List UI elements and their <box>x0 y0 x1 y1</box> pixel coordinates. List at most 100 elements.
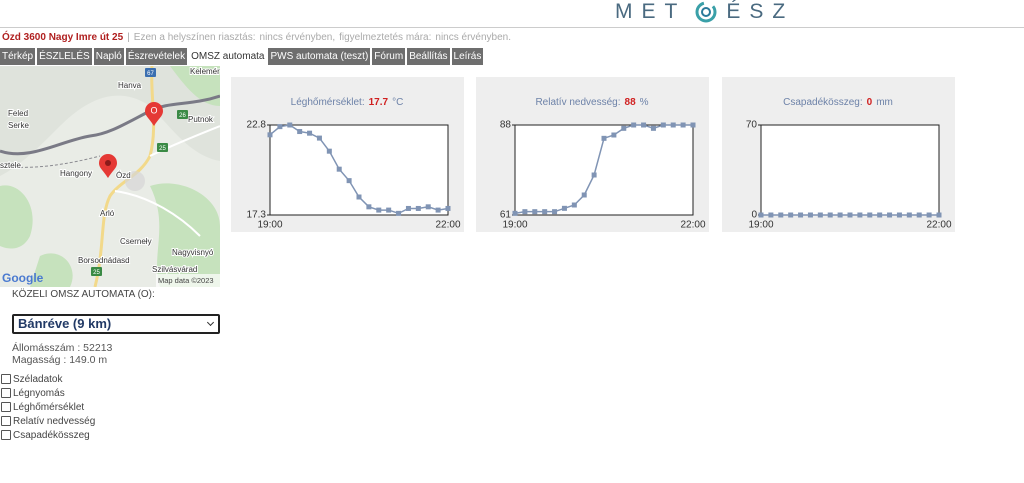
series-point <box>561 205 567 211</box>
checkbox-list: Széladatok Légnyomás Léghőmérséklet Relatív… <box>0 372 220 442</box>
series-point <box>778 212 784 218</box>
map-place-label: Nagyvisnyó <box>172 248 214 257</box>
checkbox-row[interactable]: Csapadékösszeg <box>0 428 220 442</box>
map-place-label: sztele <box>0 161 21 170</box>
panel-bg <box>231 77 464 232</box>
checkbox[interactable] <box>1 388 11 398</box>
logo-icon <box>695 1 717 23</box>
checkbox[interactable] <box>1 402 11 412</box>
plot-area <box>760 124 940 216</box>
series-point <box>396 210 402 216</box>
series-point <box>297 129 303 135</box>
series-point <box>877 212 883 218</box>
series-point <box>660 122 666 128</box>
checkbox-row[interactable]: Légnyomás <box>0 386 220 400</box>
checkbox[interactable] <box>1 374 11 384</box>
plot-area <box>269 124 449 216</box>
series-point <box>445 205 451 211</box>
chart-title: Relatív nedvesség: 88% <box>535 97 648 108</box>
tab[interactable]: ÉSZLELÉS <box>37 48 92 65</box>
series-point <box>650 125 656 131</box>
series-point <box>670 122 676 128</box>
unit: % <box>640 97 649 108</box>
tab[interactable]: Észrevételek <box>125 48 188 65</box>
series-point <box>532 209 538 215</box>
series-point <box>376 207 382 213</box>
checkbox-row[interactable]: Relatív nedvesség <box>0 414 220 428</box>
station-marker[interactable] <box>145 102 163 126</box>
alert-label: Ezen a helyszínen riasztás: <box>133 32 256 43</box>
series-point <box>936 212 942 218</box>
series-point <box>690 122 696 128</box>
map-attribution: Map data ©2023 <box>158 276 214 285</box>
divider <box>0 27 1024 28</box>
logo-text: MET <box>615 0 687 23</box>
current-value: 88 <box>625 97 637 108</box>
unit: mm <box>876 97 893 108</box>
station-panel: KÖZELI OMSZ AUTOMATA (O): Bánréve (9 km)… <box>0 289 220 442</box>
warning-label: figyelmeztetés mára: <box>339 32 432 43</box>
checkbox-row[interactable]: Széladatok <box>0 372 220 386</box>
chart-panel: Relatív nedvesség: 88 % 61 88 19:00 22:00 <box>476 77 709 232</box>
series-point <box>788 212 794 218</box>
series-point <box>356 194 362 200</box>
tab[interactable]: Leírás <box>451 48 484 65</box>
series-line <box>269 124 449 215</box>
location[interactable]: Ózd 3600 Nagy Imre út 25 <box>2 32 124 43</box>
station-number: Állomásszám : 52213 <box>12 342 113 354</box>
series-point <box>680 122 686 128</box>
series-point <box>641 122 647 128</box>
series-point <box>267 132 273 138</box>
attribution-bg <box>156 274 220 287</box>
checkbox-label: Csapadékösszeg <box>13 429 90 441</box>
warning-value: nincs érvényben. <box>435 32 511 43</box>
map-marker[interactable] <box>99 154 117 178</box>
series-point <box>601 135 607 141</box>
map[interactable]: Kelemér Hanva Putnok Feled Serke sztele Hangon… <box>0 66 220 287</box>
checkbox[interactable] <box>1 416 11 426</box>
road-badge <box>157 143 168 152</box>
series-point <box>887 212 893 218</box>
series-point <box>926 212 932 218</box>
title-label: Csapadékösszeg: <box>783 97 863 108</box>
series-point <box>287 122 293 128</box>
x-tick-label: 19:00 <box>748 220 773 231</box>
series-point <box>896 212 902 218</box>
series-point <box>817 212 823 218</box>
checkbox-label: Léghőmérséklet <box>13 401 85 413</box>
tab[interactable]: Térkép <box>0 48 36 65</box>
current-value: 17.7 <box>369 97 389 108</box>
logo-text: ÉSZ <box>726 0 795 23</box>
road-number: 67 <box>147 71 154 77</box>
station-select[interactable]: Bánréve (9 km) <box>12 314 220 334</box>
tab[interactable]: Fórum <box>372 48 406 65</box>
chart-title: Csapadékösszeg: 0 mm <box>783 97 893 108</box>
series-point <box>326 148 332 154</box>
road-number: 26 <box>179 113 186 119</box>
road-number: 25 <box>93 270 100 276</box>
logo[interactable]: MET ÉSZ <box>615 0 794 24</box>
alert-bar: Ózd 3600 Nagy Imre út 25 | Ezen a helyszín… <box>2 32 515 43</box>
map-logo: Google <box>2 271 44 285</box>
series-point <box>542 209 548 215</box>
checkbox-row[interactable]: Léghőmérséklet <box>0 400 220 414</box>
series-point <box>807 212 813 218</box>
tab[interactable]: PWS automata (teszt) <box>268 48 371 65</box>
series-point <box>435 207 441 213</box>
series-point <box>847 212 853 218</box>
series-point <box>621 125 627 131</box>
checkbox-label: Relatív nedvesség <box>13 415 96 427</box>
tab[interactable]: Beállítás <box>407 48 450 65</box>
series-point <box>336 166 342 172</box>
panel-bg <box>476 77 709 232</box>
y-tick-label: 61 <box>500 210 512 221</box>
tab[interactable]: Napló <box>93 48 124 65</box>
series-point <box>405 205 411 211</box>
series-point <box>631 122 637 128</box>
tab[interactable]: OMSZ automata <box>189 48 267 65</box>
y-tick-label: 0 <box>751 210 757 221</box>
checkbox-label: Széladatok <box>13 373 63 385</box>
checkbox[interactable] <box>1 430 11 440</box>
series-point <box>867 212 873 218</box>
